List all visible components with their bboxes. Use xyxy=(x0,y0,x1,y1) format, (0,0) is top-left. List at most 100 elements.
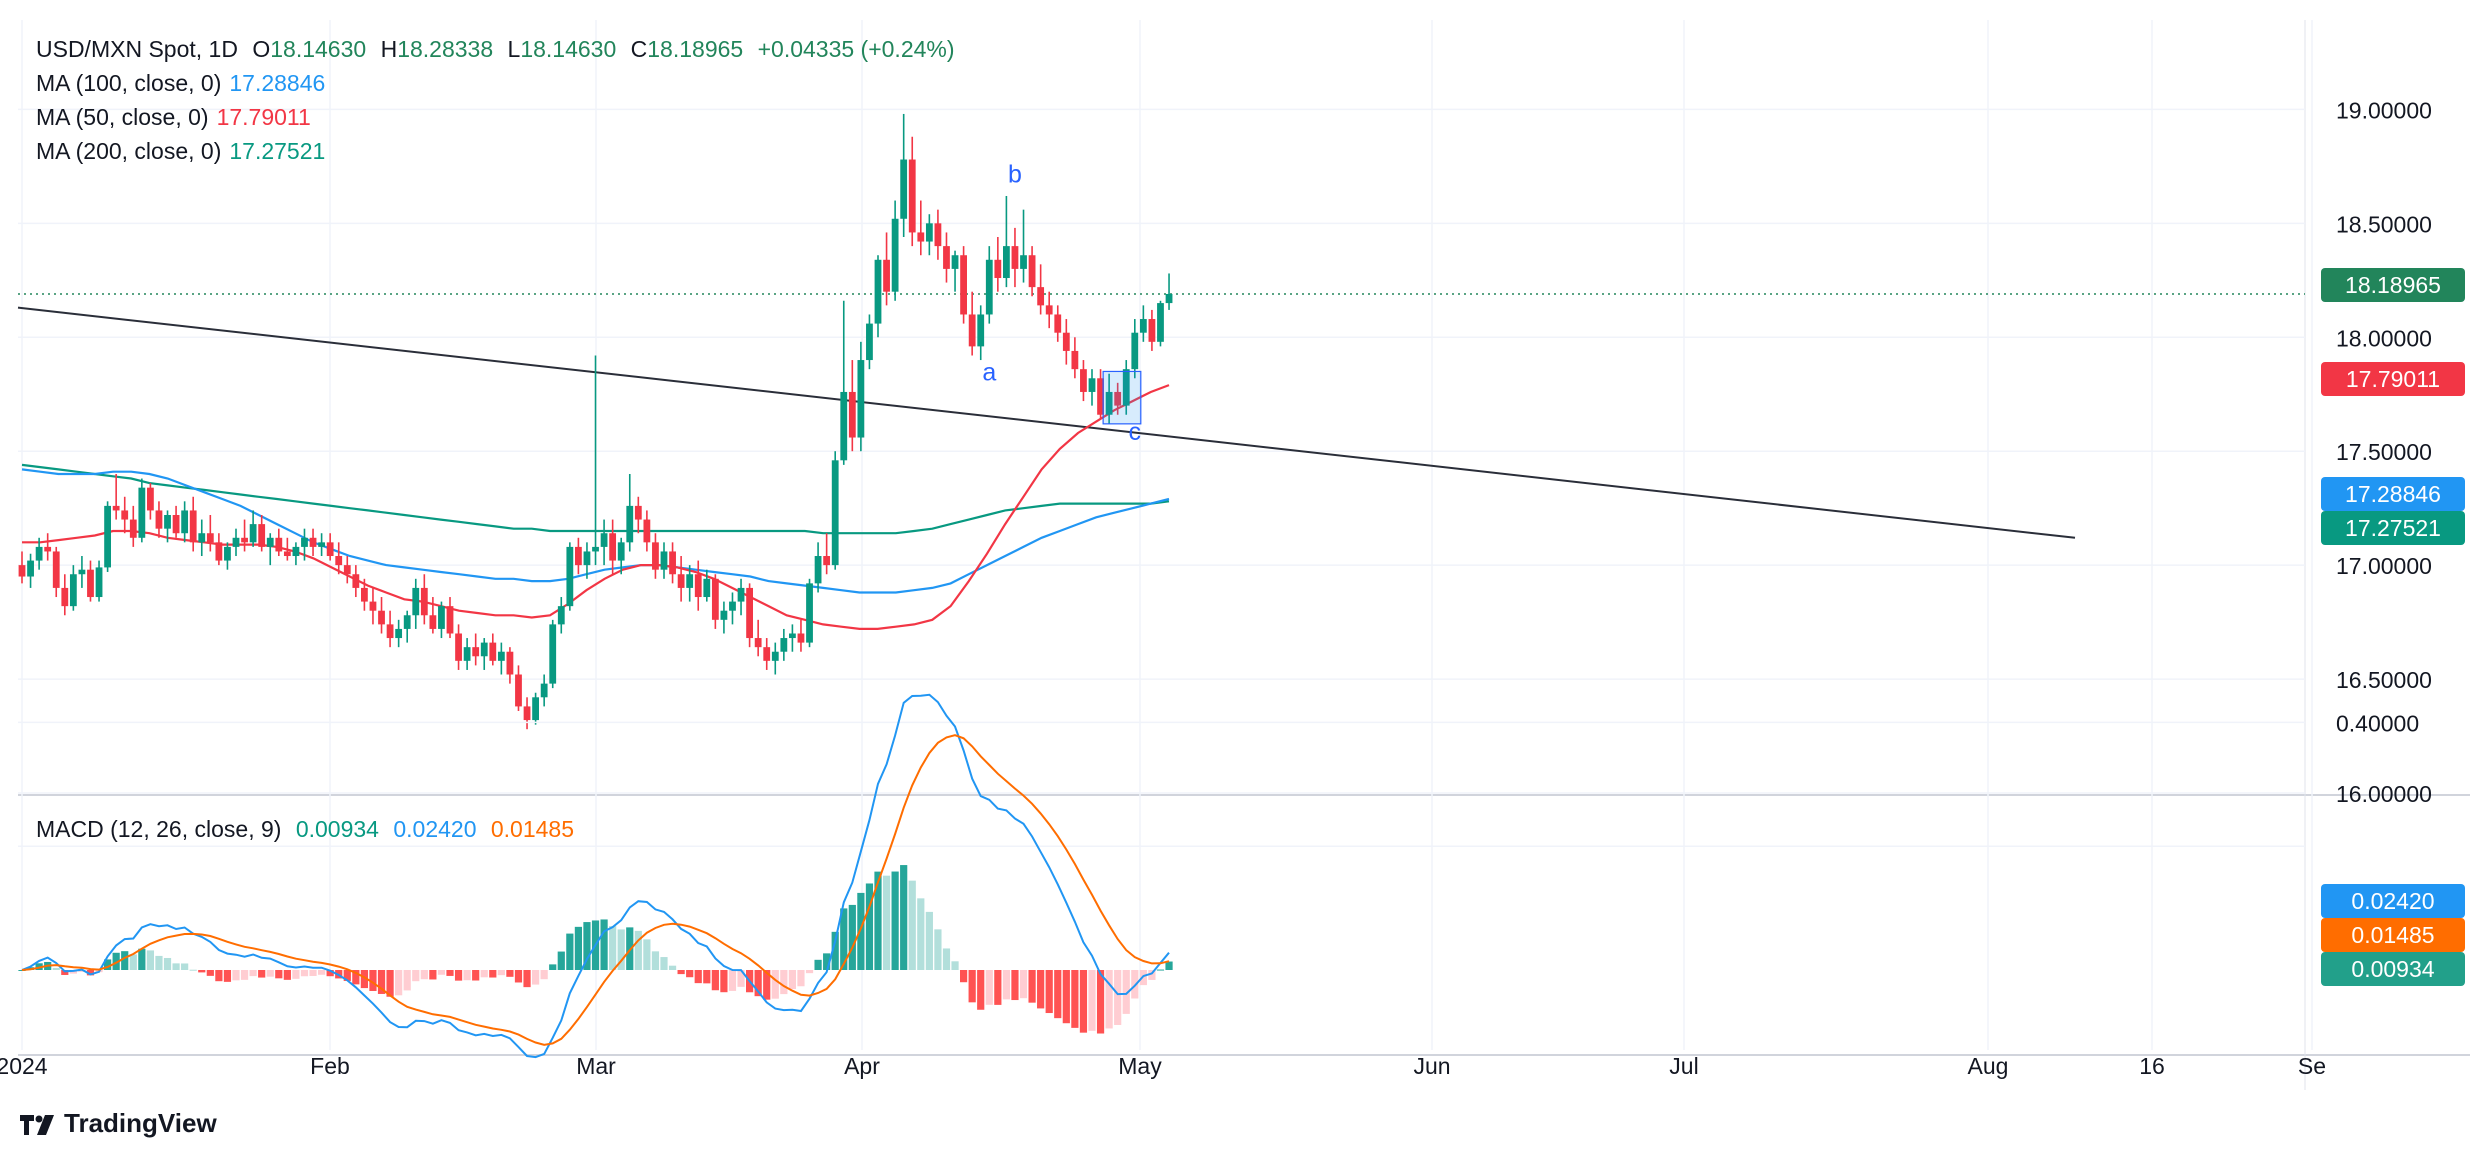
candle-body xyxy=(1114,391,1122,406)
macd-histogram-bar xyxy=(977,970,985,1010)
candle-body xyxy=(361,587,368,602)
macd-histogram-bar xyxy=(61,970,69,975)
macd-histogram-bar xyxy=(1148,970,1156,980)
wave-annotations: a b c xyxy=(982,160,1142,446)
macd-histogram-bar xyxy=(891,871,899,970)
macd-histogram-bar xyxy=(198,970,206,973)
candle-body xyxy=(129,519,137,538)
macd-histogram-bar xyxy=(1088,970,1096,1031)
macd-histogram-bar xyxy=(480,970,488,978)
ma50-value: 17.79011 xyxy=(216,104,311,130)
grid xyxy=(18,20,2470,1090)
macd-histogram-bar xyxy=(566,933,574,970)
candle-body xyxy=(1105,391,1113,415)
candle-body xyxy=(694,574,702,598)
macd-histogram-bar xyxy=(292,970,300,979)
macd-label: MACD (12, 26, close, 9) xyxy=(36,816,282,842)
tradingview-brand[interactable]: TradingView xyxy=(20,1108,217,1139)
candle-body xyxy=(87,569,94,598)
time-tick-label: Jul xyxy=(1669,1053,1698,1079)
time-tick-label: Apr xyxy=(844,1053,880,1079)
candle-body xyxy=(600,533,608,547)
macd-histogram-bar xyxy=(523,970,531,988)
candle-body xyxy=(609,533,617,561)
macd-histogram-bar xyxy=(181,963,189,970)
macd-histogram-bar xyxy=(763,970,771,1000)
candle-body xyxy=(35,546,43,561)
macd-histogram-bar xyxy=(300,970,309,977)
candle-body xyxy=(806,583,813,643)
candle-body xyxy=(754,638,762,648)
macd-histogram-bar xyxy=(1096,970,1105,1034)
time-axis: 2024 Feb Mar Apr May Jun Jul Aug 16 Se xyxy=(0,1053,2326,1079)
candle-body xyxy=(1045,305,1053,315)
candle-body xyxy=(746,587,753,639)
macd-histogram-bar xyxy=(104,959,112,970)
candle-body xyxy=(403,615,411,629)
macd-histogram-bar xyxy=(600,919,608,970)
candle-body xyxy=(138,487,146,538)
macd-histogram-bar xyxy=(1028,970,1036,1003)
macd-histogram-bar xyxy=(1019,970,1028,999)
macd-histogram-bar xyxy=(309,970,317,976)
macd-histogram-bar xyxy=(720,970,728,993)
macd-histogram-bar xyxy=(514,970,523,983)
macd-histogram-bar xyxy=(78,970,86,972)
macd-signal-line xyxy=(21,734,1170,1046)
macd-histogram-bar xyxy=(865,883,874,970)
macd-histogram-bar xyxy=(360,970,368,989)
macd-histogram-bar xyxy=(266,970,274,977)
candle-body xyxy=(1088,378,1096,392)
macd-histogram-bar xyxy=(454,970,463,981)
macd-pane xyxy=(18,693,2305,1059)
high-label: H xyxy=(380,36,398,62)
candle-body xyxy=(18,565,26,577)
price-tick-label: 17.00000 xyxy=(2336,553,2432,579)
macd-histogram-bar xyxy=(472,970,480,981)
macd-histogram-bar xyxy=(18,970,26,971)
candle-body xyxy=(352,574,360,588)
candle-body xyxy=(652,542,659,570)
macd-histogram-bar xyxy=(112,952,120,970)
candle-body xyxy=(592,546,599,552)
macd-histogram-bar xyxy=(1071,970,1079,1028)
macd-histogram-bar xyxy=(138,948,146,970)
candle-body xyxy=(908,159,916,233)
candle-body xyxy=(292,546,300,557)
price-tick-label: 18.50000 xyxy=(2336,211,2432,237)
macd-histogram-bar xyxy=(395,970,403,996)
macd-histogram-bar xyxy=(771,970,779,999)
macd-histogram-bar xyxy=(737,970,745,987)
macd-histogram-bar xyxy=(189,969,197,971)
candle-body xyxy=(335,556,343,566)
macd-histogram-bar xyxy=(574,926,582,970)
macd-histogram-bar xyxy=(617,929,625,970)
close-label: C xyxy=(630,36,648,62)
candle-body xyxy=(172,515,180,534)
ma100-value: 17.28846 xyxy=(229,70,326,96)
candle-body xyxy=(52,551,60,588)
candle-body xyxy=(943,246,950,269)
macd-histogram-bar xyxy=(283,970,291,980)
macd-histogram-bar xyxy=(318,970,326,975)
macd-histogram-bar xyxy=(1105,970,1113,1029)
macd-histogram-bar xyxy=(420,970,428,980)
macd-histogram-bar xyxy=(249,970,257,977)
macd-histogram-bar xyxy=(985,970,993,1005)
wave-label: b xyxy=(1008,160,1022,188)
macd-histogram-bar xyxy=(275,970,283,979)
candle-body xyxy=(900,159,908,219)
macd-histogram-bar xyxy=(429,970,437,980)
candles xyxy=(18,113,1173,730)
candle-body xyxy=(891,218,899,292)
macd-histogram-bar xyxy=(711,970,719,991)
macd-histogram-bar xyxy=(660,957,668,970)
macd-histogram-bar xyxy=(634,930,642,970)
candle-body xyxy=(677,574,685,588)
macd-line-tag: 0.02420 xyxy=(2321,884,2465,918)
macd-histogram-bar xyxy=(857,892,865,970)
macd-histogram-bar xyxy=(489,970,497,978)
candle-body xyxy=(112,505,120,511)
macd-signal-tag: 0.01485 xyxy=(2321,918,2465,952)
